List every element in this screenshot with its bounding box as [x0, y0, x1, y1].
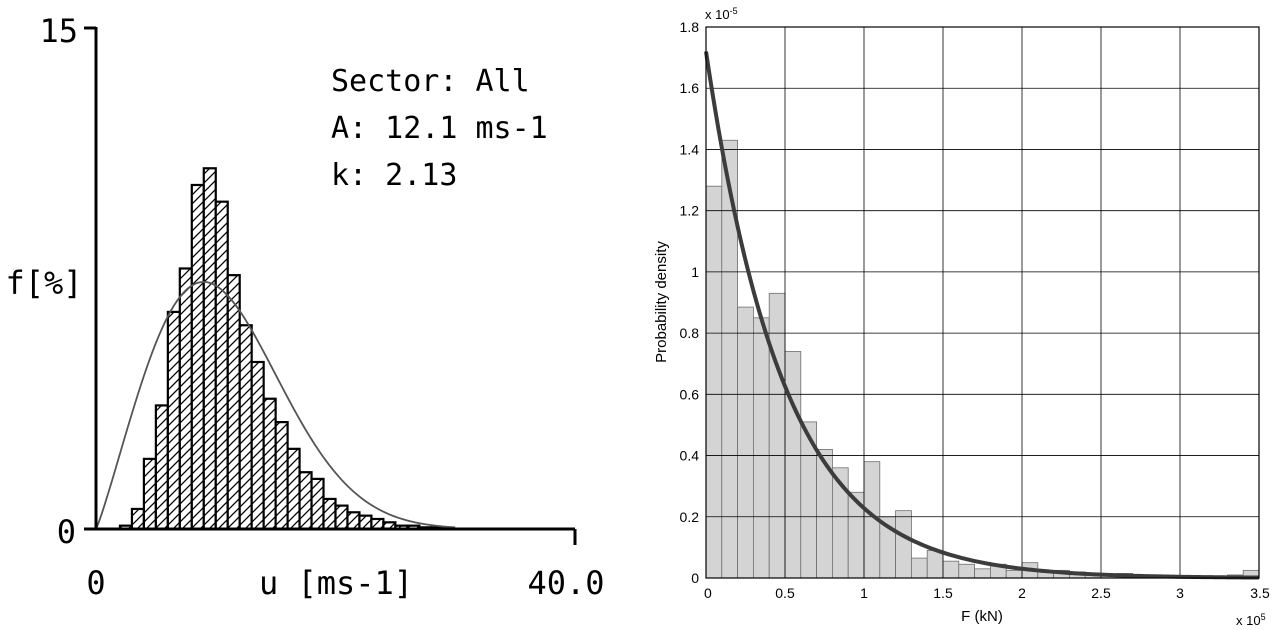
histogram-bar: [346, 511, 361, 531]
y-tick-label: 0.2: [680, 509, 700, 525]
histogram-bar: [262, 397, 277, 531]
y-tick-label: 1.8: [680, 19, 700, 35]
histogram-bar: [370, 517, 385, 531]
histogram-bar: [334, 504, 349, 531]
histogram-bar: [895, 510, 912, 579]
histogram-bars: [705, 139, 1260, 579]
y-axis-label: f[%]: [5, 264, 82, 302]
x-tick-label: 1: [860, 585, 868, 601]
x-tick-label: 2: [1018, 585, 1026, 601]
histogram-bar: [298, 471, 313, 531]
histogram-bars: [118, 167, 445, 531]
x-tick-label-right: 40.0: [527, 564, 604, 602]
histogram-bar: [202, 167, 217, 531]
histogram-bar: [753, 317, 770, 579]
histogram-bar: [166, 310, 181, 531]
histogram-bar: [1005, 569, 1023, 579]
y-tick-label: 1: [691, 264, 699, 280]
histogram-bar: [911, 557, 928, 579]
histogram-bar: [178, 267, 193, 531]
force-density-histogram: 0 0.5 1 1.5 2 2.5 3 3.5 0 0.2 0.4 0.6 0.8 1 1.2 1.4 1.6…: [653, 6, 1270, 628]
histogram-bar: [784, 351, 802, 579]
y-tick-label: 0.4: [680, 448, 700, 464]
x-axis-label: F (kN): [961, 608, 1003, 625]
y-tick-label: 0.6: [680, 386, 700, 402]
histogram-bar: [154, 404, 169, 531]
y-tick-label: 1.6: [680, 80, 700, 96]
histogram-bar: [768, 292, 786, 579]
y-axis-label: Probability density: [653, 241, 670, 363]
x-tick-labels: 0 0.5 1 1.5 2 2.5 3 3.5: [704, 585, 1270, 601]
histogram-bar: [705, 185, 723, 579]
y-tick-label-bottom: 0: [57, 513, 76, 551]
x-tick-label: 0.5: [775, 585, 795, 601]
exponential-fit-curve: [704, 51, 1260, 580]
histogram-bar: [358, 514, 373, 531]
histogram-bar: [142, 457, 157, 531]
histogram-bar: [226, 274, 241, 531]
wind-speed-histogram: 15 0 0 40.0 u [ms-1] f[%] Sector: All A:…: [5, 12, 604, 602]
y-multiplier-label: x 10-5: [705, 6, 738, 22]
x-tick-label: 0: [704, 585, 712, 601]
histogram-bar: [286, 447, 301, 531]
y-tick-labels: 0 0.2 0.4 0.6 0.8 1 1.2 1.4 1.6 1.8: [680, 19, 700, 586]
x-tick-label: 3: [1176, 585, 1184, 601]
histogram-bar: [737, 306, 754, 579]
histogram-bar: [250, 360, 265, 531]
x-tick-label: 2.5: [1091, 585, 1111, 601]
histogram-bar: [721, 139, 738, 579]
y-tick-label: 0.8: [680, 325, 700, 341]
histogram-bar: [214, 200, 229, 531]
histogram-bar: [942, 560, 960, 579]
x-multiplier-label: x 105: [1236, 612, 1266, 628]
annotation-sector: Sector: All: [331, 64, 530, 99]
histogram-bar: [190, 183, 205, 531]
y-tick-label: 1.4: [680, 141, 700, 157]
plot-frame: [705, 26, 1260, 579]
histogram-bar: [926, 550, 944, 579]
histogram-bar: [322, 497, 337, 531]
weibull-fit-curve: [95, 280, 456, 530]
x-tick-label: 1.5: [933, 585, 953, 601]
annotation-a: A: 12.1 ms-1: [331, 111, 548, 146]
x-tick-label: 3.5: [1250, 585, 1270, 601]
histogram-bar: [130, 507, 145, 531]
x-axis-label: u [ms-1]: [259, 564, 413, 602]
annotation-k: k: 2.13: [331, 158, 457, 193]
x-tick-label-left: 0: [86, 564, 105, 602]
y-tick-label: 0: [691, 570, 699, 586]
histogram-bar: [974, 568, 991, 579]
y-tick-label: 1.2: [680, 203, 700, 219]
histogram-bar: [958, 563, 975, 579]
histogram-bar: [238, 324, 253, 531]
histogram-bar: [310, 477, 325, 531]
histogram-bar: [274, 421, 289, 531]
y-tick-label-top: 15: [39, 12, 78, 50]
